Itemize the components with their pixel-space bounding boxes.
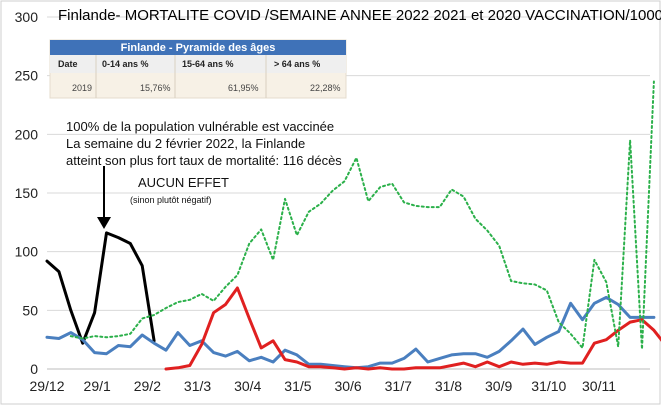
y-tick-label: 0 xyxy=(30,361,38,377)
table-title: Finlande - Pyramide des âges xyxy=(121,42,276,54)
title-part-2021: 2021 xyxy=(433,7,466,24)
x-tick-label: 31/3 xyxy=(184,378,211,394)
title-part-vaccination: VACCINATION/1000 xyxy=(521,7,661,24)
table-header-row xyxy=(50,55,346,73)
x-tick-label: 29/2 xyxy=(134,378,161,394)
y-axis-ticks: 0 50 100 150 200 250 300 xyxy=(15,9,39,377)
annotation-line-1: 100% de la population vulnérable est vac… xyxy=(66,119,334,134)
annotation-effect-note: (sinon plutôt négatif) xyxy=(130,195,212,205)
x-tick-label: 30/6 xyxy=(334,378,361,394)
x-tick-label: 31/7 xyxy=(385,378,412,394)
table-title-bar xyxy=(50,40,346,55)
x-tick-label: 31/5 xyxy=(284,378,311,394)
y-tick-label: 100 xyxy=(15,244,39,260)
x-tick-label: 30/9 xyxy=(485,378,512,394)
chart-title: Finlande- MORTALITE COVID /SEMAINE ANNEE… xyxy=(58,7,661,24)
title-part-2022: Finlande- MORTALITE COVID /SEMAINE ANNEE… xyxy=(58,7,433,24)
table-header-over-64: > 64 ans % xyxy=(274,59,320,69)
x-tick-label: 30/4 xyxy=(234,378,261,394)
table-cell-over-64: 22,28% xyxy=(310,83,341,93)
y-tick-label: 50 xyxy=(22,302,38,318)
table-cell-0-14: 15,76% xyxy=(140,83,171,93)
table-header-15-64: 15-64 ans % xyxy=(182,59,234,69)
table-header-0-14: 0-14 ans % xyxy=(102,59,149,69)
table-header-date: Date xyxy=(58,59,78,69)
title-part-et: et xyxy=(467,7,488,24)
x-tick-label: 30/11 xyxy=(582,378,616,394)
age-pyramid-table: Finlande - Pyramide des âges Date 0-14 a… xyxy=(49,39,347,99)
x-tick-label: 29/1 xyxy=(84,378,111,394)
y-tick-label: 300 xyxy=(15,9,39,25)
annotation-line-2: La semaine du 2 février 2022, la Finland… xyxy=(66,136,305,151)
series-line-2021 xyxy=(45,295,656,370)
annotation-effect: AUCUN EFFET xyxy=(138,175,229,190)
table-cell-date: 2019 xyxy=(72,83,92,93)
y-tick-label: 200 xyxy=(15,126,39,142)
series-line-vaccination-1000 xyxy=(69,80,655,351)
x-tick-label: 29/12 xyxy=(29,378,64,394)
y-tick-label: 250 xyxy=(15,68,39,84)
x-axis-ticks: 29/12 29/1 29/2 31/3 30/4 31/5 30/6 31/7 31/8 30/… xyxy=(29,378,616,394)
title-part-2020: 2020 xyxy=(488,7,521,24)
table-cell-15-64: 61,95% xyxy=(228,83,259,93)
annotation-arrow-head xyxy=(97,217,111,229)
series-line-2022 xyxy=(45,231,156,345)
x-tick-label: 31/8 xyxy=(435,378,462,394)
series-group xyxy=(45,80,661,371)
x-tick-label: 31/10 xyxy=(531,378,566,394)
series-line-2020 xyxy=(164,286,661,371)
annotation-line-3: atteint son plus fort taux de mortalité:… xyxy=(66,153,342,168)
y-tick-label: 150 xyxy=(15,185,39,201)
